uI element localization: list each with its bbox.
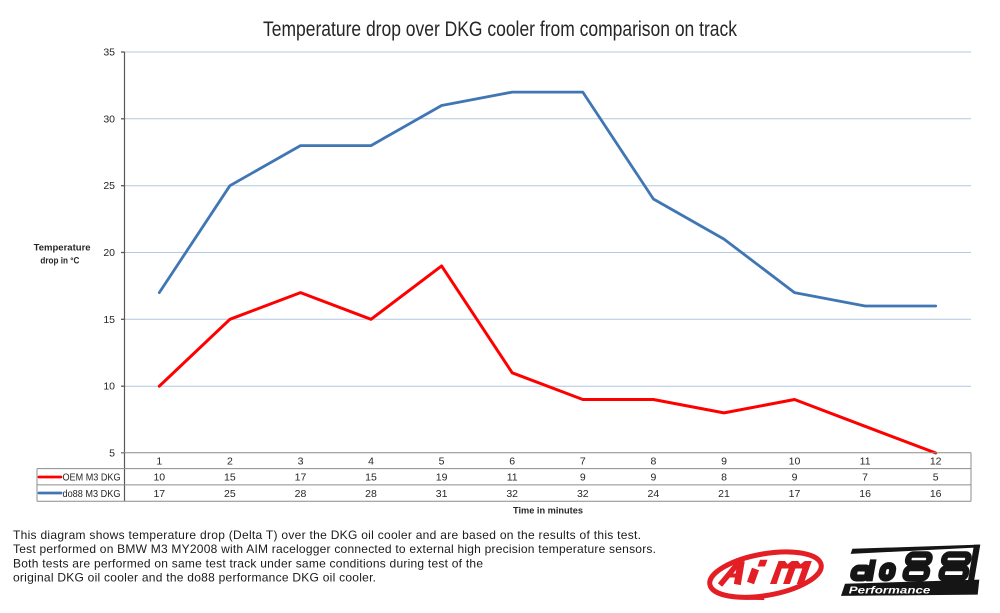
svg-text:7: 7 — [862, 472, 868, 484]
svg-text:9: 9 — [650, 472, 656, 484]
svg-text:10: 10 — [103, 381, 115, 393]
svg-text:28: 28 — [295, 488, 307, 500]
svg-text:16: 16 — [930, 488, 942, 500]
svg-text:25: 25 — [224, 488, 236, 500]
svg-text:9: 9 — [721, 456, 727, 468]
svg-text:15: 15 — [365, 472, 377, 484]
svg-text:5: 5 — [933, 472, 939, 484]
svg-text:do88 M3 DKG: do88 M3 DKG — [63, 488, 121, 500]
svg-text:3: 3 — [298, 456, 304, 468]
svg-text:drop in °C: drop in °C — [40, 255, 79, 265]
svg-text:28: 28 — [365, 488, 377, 500]
svg-text:32: 32 — [506, 488, 518, 500]
svg-text:5: 5 — [439, 456, 445, 468]
svg-text:15: 15 — [103, 314, 115, 326]
svg-text:35: 35 — [103, 47, 115, 59]
svg-text:10: 10 — [153, 472, 165, 484]
svg-text:24: 24 — [648, 488, 660, 500]
svg-text:30: 30 — [103, 113, 115, 125]
svg-text:2: 2 — [227, 456, 233, 468]
svg-text:11: 11 — [507, 472, 518, 484]
svg-text:10: 10 — [789, 456, 801, 468]
svg-text:This diagram shows temperature: This diagram shows temperature drop (Del… — [13, 528, 641, 542]
svg-text:16: 16 — [859, 488, 871, 500]
svg-text:11: 11 — [860, 456, 871, 468]
svg-text:20: 20 — [103, 247, 115, 259]
svg-text:Temperature: Temperature — [34, 242, 91, 252]
svg-text:8: 8 — [721, 472, 727, 484]
svg-text:21: 21 — [718, 488, 730, 500]
svg-text:Time in minutes: Time in minutes — [513, 506, 583, 517]
svg-text:17: 17 — [153, 488, 165, 500]
svg-text:Temperature drop over DKG cool: Temperature drop over DKG cooler from co… — [263, 17, 737, 41]
svg-text:original DKG oil cooler and th: original DKG oil cooler and the do88 per… — [13, 571, 376, 585]
svg-text:OEM M3 DKG: OEM M3 DKG — [63, 472, 121, 484]
svg-text:6: 6 — [509, 456, 515, 468]
svg-text:9: 9 — [792, 472, 798, 484]
svg-text:19: 19 — [436, 472, 448, 484]
svg-text:Test performed on BMW M3 MY200: Test performed on BMW M3 MY2008 with AIM… — [13, 542, 656, 556]
svg-text:32: 32 — [577, 488, 589, 500]
svg-text:4: 4 — [368, 456, 374, 468]
svg-text:17: 17 — [789, 488, 801, 500]
svg-text:17: 17 — [295, 472, 307, 484]
svg-text:8: 8 — [650, 456, 656, 468]
svg-text:25: 25 — [103, 180, 115, 192]
svg-text:5: 5 — [109, 448, 115, 460]
svg-text:Performance: Performance — [849, 585, 931, 597]
svg-text:15: 15 — [224, 472, 236, 484]
svg-text:7: 7 — [580, 456, 586, 468]
svg-text:1: 1 — [156, 456, 162, 468]
svg-text:9: 9 — [580, 472, 586, 484]
svg-text:Both tests are performed on sa: Both tests are performed on same test tr… — [13, 556, 483, 570]
svg-text:31: 31 — [436, 488, 448, 500]
svg-text:12: 12 — [930, 456, 942, 468]
